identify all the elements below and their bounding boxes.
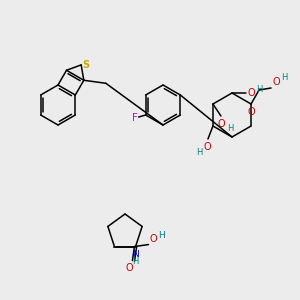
Text: H: H [132, 256, 139, 266]
Text: O: O [149, 234, 157, 244]
Text: H: H [256, 85, 262, 94]
Text: N: N [132, 250, 139, 259]
Text: O: O [247, 107, 255, 117]
Text: O: O [272, 77, 280, 87]
Text: S: S [82, 60, 90, 70]
Text: O: O [217, 119, 225, 129]
Text: F: F [132, 113, 137, 123]
Text: O: O [203, 142, 211, 152]
Text: H: H [227, 124, 233, 133]
Text: H: H [158, 231, 165, 240]
Text: H: H [196, 148, 202, 157]
Text: H: H [281, 73, 287, 82]
Text: O: O [126, 262, 133, 273]
Text: O: O [247, 88, 255, 98]
